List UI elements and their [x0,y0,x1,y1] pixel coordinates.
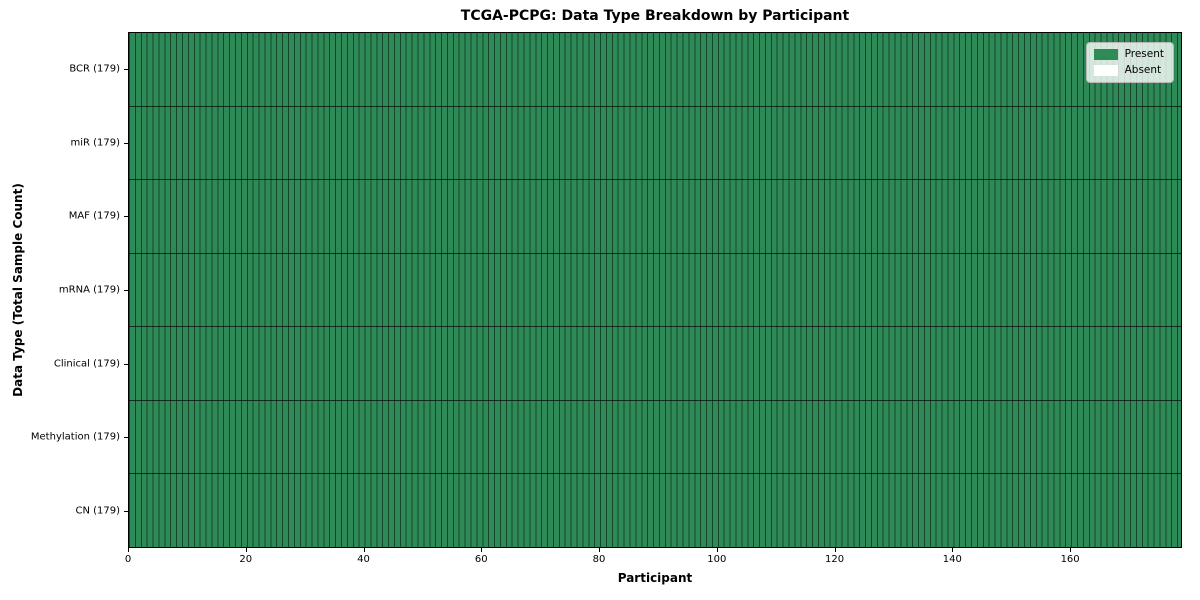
y-tick-label: BCR (179) [69,63,120,75]
heatmap-grid [129,33,1181,548]
y-tick-mark [124,143,128,144]
legend-label-present: Present [1124,48,1164,61]
y-tick-label: Methylation (179) [30,431,120,443]
y-tick-label: CN (179) [75,505,120,517]
legend-entry-present: Present [1093,48,1164,61]
x-tick-label: 0 [124,554,132,565]
heatmap-row-methylation [129,400,1181,475]
plot-area: Present Absent [128,32,1182,548]
x-axis-label: Participant [617,571,693,585]
y-tick-mark [124,511,128,512]
x-tick-mark [363,548,365,552]
y-tick-mark [124,69,128,70]
heatmap-row-mir [129,106,1181,181]
legend-entry-absent: Absent [1093,64,1164,77]
x-tick-mark [834,548,836,552]
x-tick-label: 20 [239,554,253,565]
y-tick-label: miR (179) [70,137,120,149]
y-tick-label: Clinical (179) [53,358,120,370]
y-tick-label: mRNA (179) [58,284,120,296]
y-tick-mark [124,216,128,217]
chart-title: TCGA-PCPG: Data Type Breakdown by Partic… [460,8,850,24]
x-tick-label: 40 [357,554,370,565]
legend: Present Absent [1085,42,1174,83]
heatmap-row-mrna [129,253,1181,328]
present-swatch-icon [1093,49,1118,60]
heatmap-row-cn [129,474,1181,548]
x-tick-label: 140 [942,554,962,565]
heatmap-row-clinical [129,327,1181,401]
y-tick-mark [124,437,128,438]
absent-swatch-icon [1093,65,1118,76]
legend-label-absent: Absent [1124,64,1162,77]
y-tick-label: MAF (179) [68,210,120,222]
x-tick-label: 100 [707,554,727,565]
x-tick-label: 80 [592,554,606,565]
y-tick-mark [124,290,128,291]
x-tick-label: 120 [825,554,845,565]
x-tick-mark [599,548,601,552]
y-tick-mark [124,364,128,365]
x-tick-mark [1070,548,1072,552]
x-tick-mark [481,548,483,552]
heatmap-row-bcr [129,33,1181,107]
x-tick-mark [128,548,129,552]
x-tick-mark [245,548,247,552]
x-tick-label: 60 [474,554,488,565]
heatmap-row-maf [129,180,1181,254]
x-tick-label: 160 [1060,554,1080,565]
x-tick-mark [952,548,954,552]
x-tick-mark [716,548,718,552]
